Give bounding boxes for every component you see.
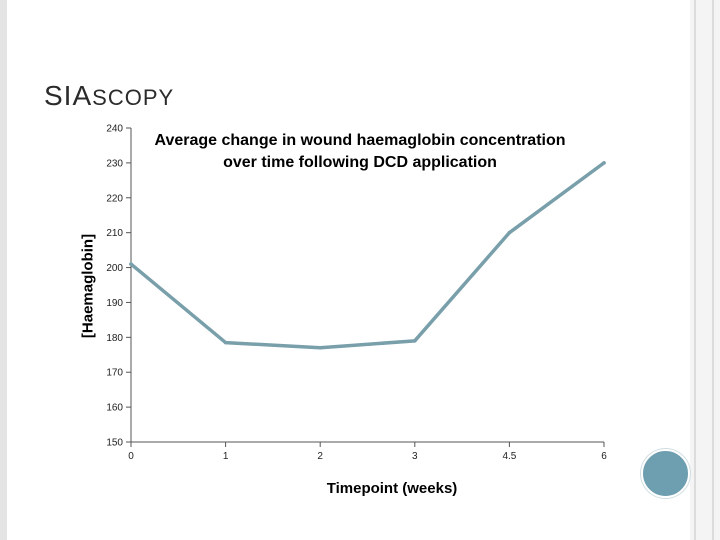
- y-tick-label: 180: [106, 333, 123, 344]
- x-tick-label: 1: [223, 451, 229, 462]
- data-point: [602, 161, 606, 165]
- x-axis: 0 1 2 3 4.5 6: [128, 441, 607, 462]
- y-tick-label: 220: [106, 193, 123, 204]
- x-tick-label: 3: [412, 451, 418, 462]
- data-point: [318, 346, 323, 350]
- data-point: [413, 339, 417, 343]
- y-tick-label: 160: [106, 403, 123, 414]
- data-point: [223, 340, 228, 345]
- y-tick-label: 210: [106, 228, 123, 239]
- data-point: [129, 262, 133, 266]
- decorative-circle: [641, 449, 690, 498]
- left-frame-bar: [0, 0, 7, 540]
- chart-title: Average change in wound haemaglobin conc…: [130, 130, 590, 174]
- x-tick-label: 2: [317, 451, 323, 462]
- x-tick-label: 0: [128, 451, 134, 462]
- y-axis: 240 230 220 210 200 190 180 170 160 150: [106, 124, 132, 449]
- right-frame-line: [694, 0, 696, 540]
- y-tick-label: 200: [106, 263, 123, 274]
- series-layer: [129, 161, 606, 350]
- y-axis-label: [Haemaglobin]: [79, 233, 97, 339]
- x-tick-label: 6: [601, 451, 607, 462]
- y-tick-label: 240: [106, 124, 123, 135]
- right-frame-line: [712, 0, 714, 540]
- series-line: [129, 161, 606, 350]
- chart-title-line-2: over time following DCD application: [223, 154, 497, 171]
- y-tick-label: 190: [106, 298, 123, 309]
- slide-title-main: SIA: [44, 80, 93, 111]
- x-axis-label: Timepoint (weeks): [326, 480, 458, 497]
- x-tick-label: 4.5: [502, 451, 516, 462]
- slide-title: SIASCOPY: [44, 76, 174, 113]
- chart-title-line-1: Average change in wound haemaglobin conc…: [154, 132, 566, 149]
- data-point: [507, 230, 512, 235]
- y-tick-label: 230: [106, 158, 123, 169]
- slide-title-rest: SCOPY: [92, 85, 175, 110]
- y-tick-label: 150: [106, 438, 123, 449]
- y-tick-label: 170: [106, 368, 123, 379]
